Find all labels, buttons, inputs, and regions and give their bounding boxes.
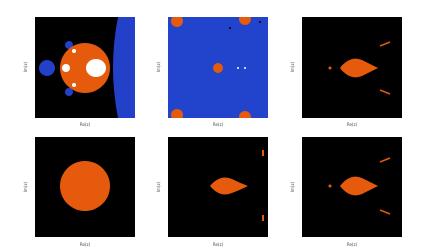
x-axis-label: Re(z) [347, 122, 358, 127]
y-axis-label: Im(z) [23, 181, 28, 192]
panel-image [168, 137, 268, 237]
y-axis-label: Im(z) [156, 181, 161, 192]
x-axis-label: Re(z) [213, 122, 224, 127]
x-axis-label: Re(z) [80, 122, 91, 127]
y-axis-label: Im(z) [290, 181, 295, 192]
x-axis-label: Re(z) [80, 242, 91, 247]
y-axis-label: Im(z) [290, 61, 295, 72]
panel-image [35, 137, 135, 237]
panel-image [302, 137, 402, 237]
panel-image [168, 17, 268, 118]
y-axis-label: Im(z) [23, 61, 28, 72]
x-axis-label: Re(z) [213, 242, 224, 247]
x-axis-label: Re(z) [347, 242, 358, 247]
panel-image [302, 17, 402, 118]
y-axis-label: Im(z) [156, 61, 161, 72]
panel-image [35, 17, 135, 118]
